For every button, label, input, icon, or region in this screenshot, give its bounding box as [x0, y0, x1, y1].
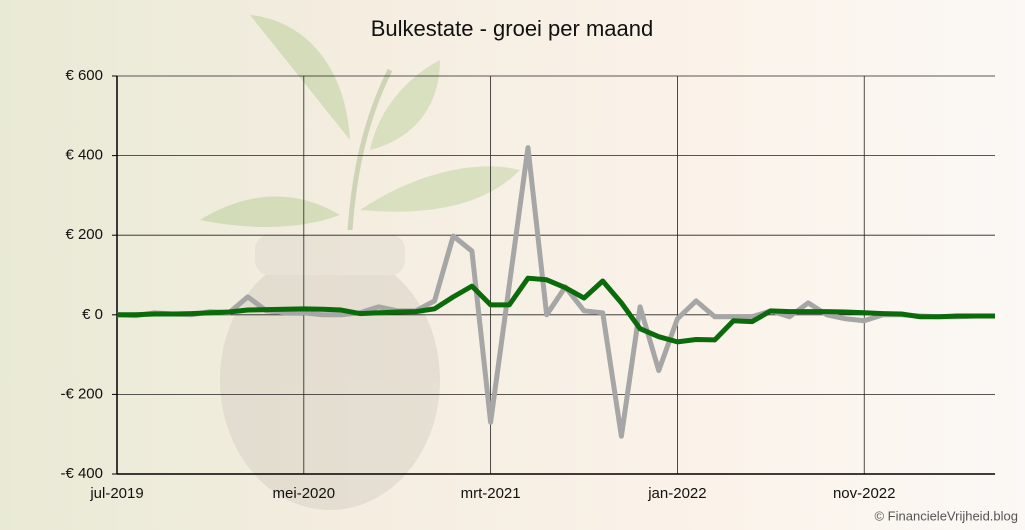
y-tick-label: € 400 — [65, 147, 103, 164]
y-tick-label: -€ 200 — [60, 385, 103, 402]
source-note: © FinancieleVrijheid.blog — [874, 508, 1018, 523]
y-tick-label: -€ 400 — [60, 465, 103, 482]
y-tick-label: € 0 — [82, 306, 103, 323]
series-line — [117, 275, 995, 345]
chart-title: Bulkestate - groei per maand — [371, 16, 654, 41]
x-tick-label: mrt-2021 — [461, 485, 521, 502]
y-tick-label: € 600 — [65, 67, 103, 84]
x-tick-label: mei-2020 — [273, 485, 336, 502]
x-tick-label: nov-2022 — [833, 485, 896, 502]
x-tick-label: jan-2022 — [647, 485, 706, 502]
y-tick-label: € 200 — [65, 226, 103, 243]
x-tick-label: jul-2019 — [89, 485, 143, 502]
